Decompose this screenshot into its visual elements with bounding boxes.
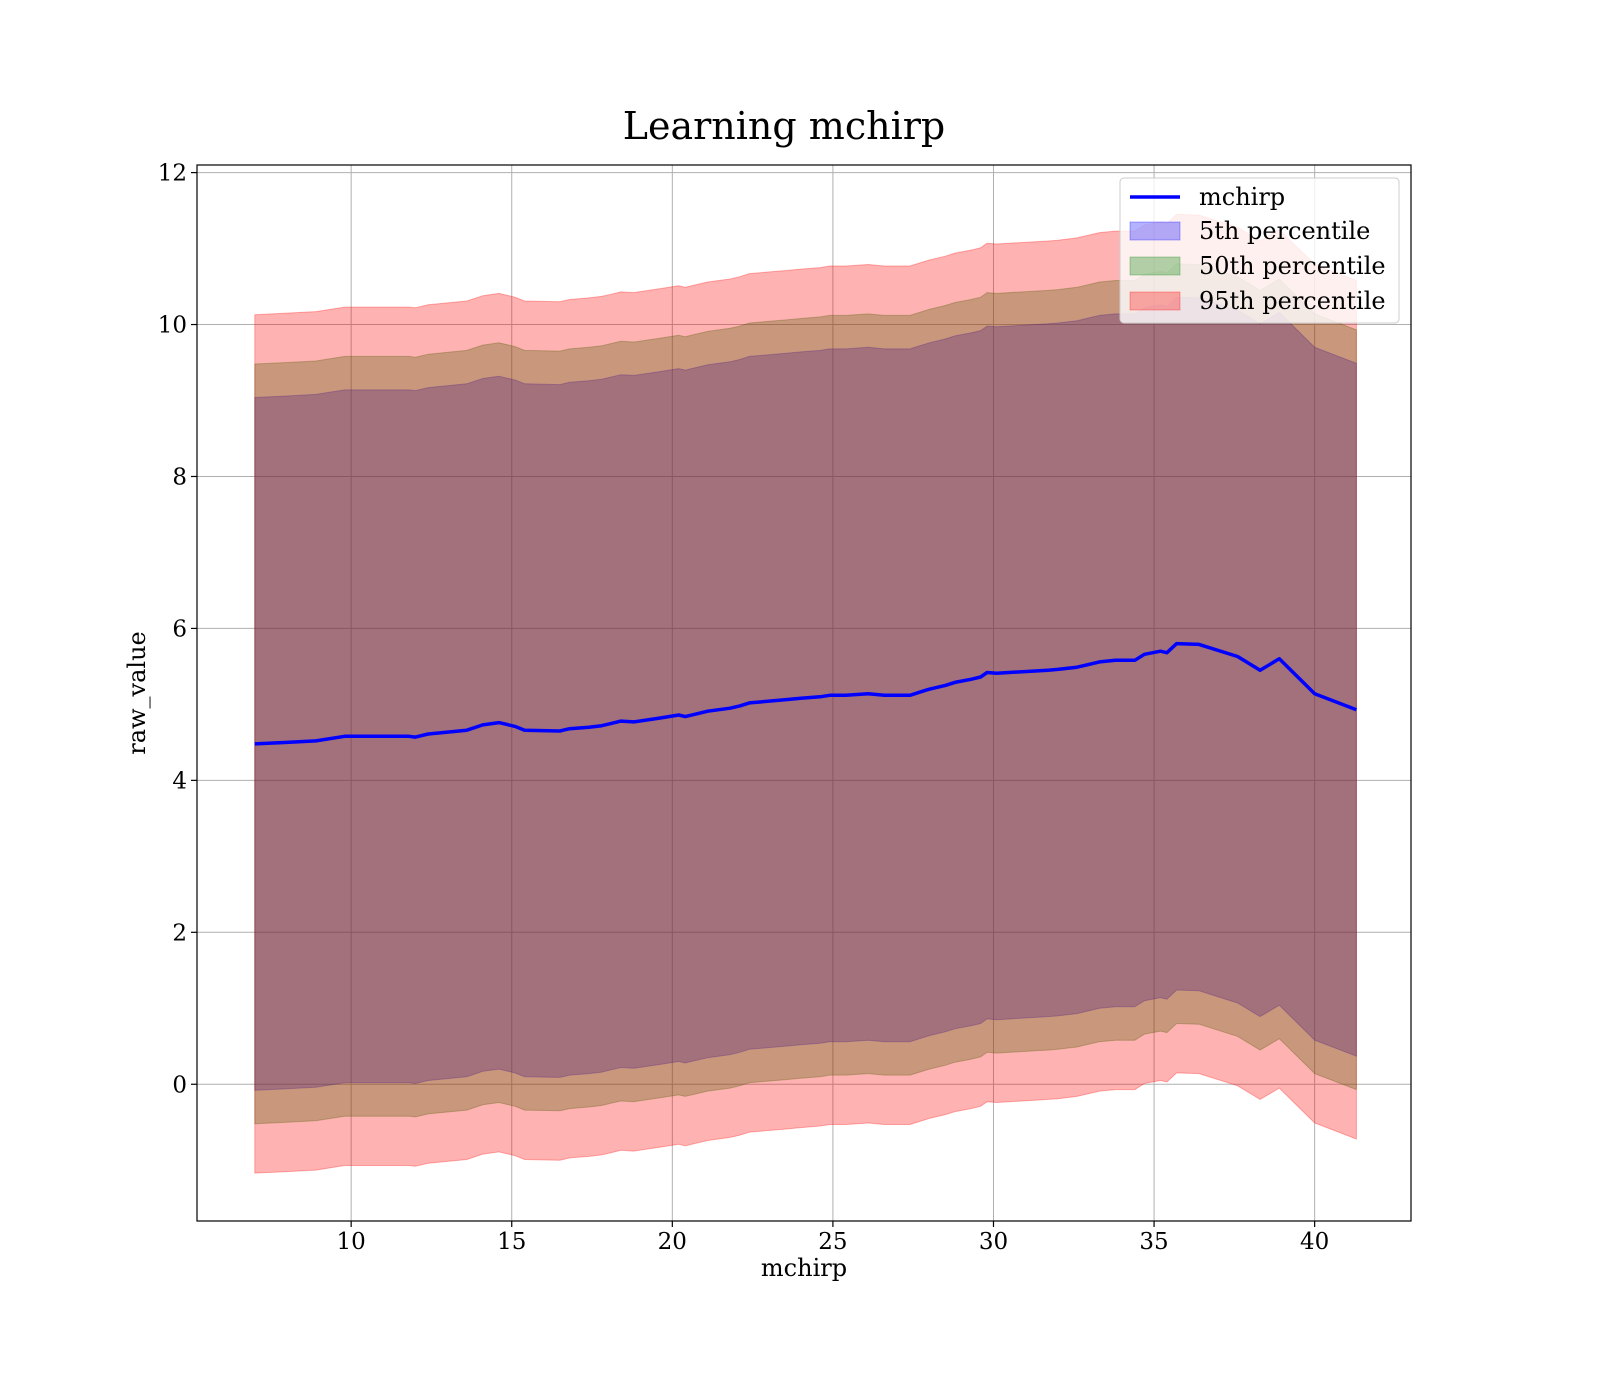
y-axis-label: raw_value (123, 631, 151, 755)
x-tick-label: 10 (337, 1229, 366, 1255)
x-tick-label: 30 (979, 1229, 1008, 1255)
y-tick-label: 2 (172, 920, 187, 946)
legend-swatch (1129, 221, 1181, 241)
legend-label: 50th percentile (1199, 252, 1386, 280)
legend: mchirp 5th percentile 50th percentile 95th … (1119, 177, 1400, 324)
grid (197, 165, 1411, 1221)
ticks: 10 15 20 25 30 35 40 0 2 4 6 8 10 12 (158, 161, 1330, 1255)
chart-title: Learning mchirp (623, 104, 945, 148)
legend-box (1119, 177, 1400, 324)
legend-label: mchirp (1199, 183, 1285, 211)
y-tick-label: 0 (172, 1072, 187, 1098)
plot-frame (196, 164, 1412, 1222)
y-tick-label: 4 (172, 768, 187, 794)
legend-label: 95th percentile (1199, 287, 1386, 315)
x-tick-label: 35 (1139, 1229, 1168, 1255)
x-axis-label: mchirp (761, 1254, 847, 1282)
legend-swatch (1129, 256, 1181, 276)
percentile-band (254, 263, 1357, 1125)
legend-swatch (1129, 291, 1181, 311)
legend-label: 5th percentile (1199, 217, 1370, 245)
y-tick-label: 6 (172, 616, 187, 642)
x-tick-label: 25 (818, 1229, 847, 1255)
y-tick-label: 8 (172, 464, 187, 490)
x-tick-label: 20 (658, 1229, 687, 1255)
percentile-band (254, 296, 1357, 1091)
mchirp-line (254, 641, 1358, 746)
percentile-band (254, 213, 1357, 1174)
series-lines (254, 641, 1358, 746)
y-tick-label: 10 (158, 313, 187, 339)
y-tick-label: 12 (158, 161, 187, 187)
x-tick-label: 15 (497, 1229, 526, 1255)
x-tick-label: 40 (1300, 1229, 1329, 1255)
percentile-bands (254, 213, 1357, 1174)
